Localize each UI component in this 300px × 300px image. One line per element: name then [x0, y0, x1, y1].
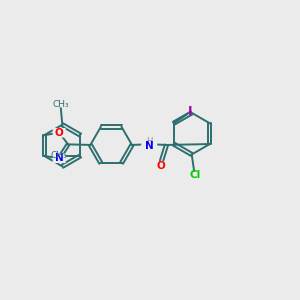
FancyBboxPatch shape: [52, 154, 66, 163]
Text: Cl: Cl: [189, 170, 200, 180]
FancyBboxPatch shape: [141, 138, 157, 150]
Text: O: O: [55, 128, 64, 138]
Text: CH₃: CH₃: [51, 152, 67, 160]
FancyBboxPatch shape: [52, 128, 66, 137]
Text: N: N: [55, 153, 64, 163]
Text: H: H: [146, 136, 152, 146]
Text: O: O: [157, 161, 166, 171]
FancyBboxPatch shape: [154, 161, 168, 171]
Text: CH₃: CH₃: [52, 100, 69, 109]
Text: N: N: [145, 141, 154, 151]
Text: I: I: [188, 106, 192, 118]
